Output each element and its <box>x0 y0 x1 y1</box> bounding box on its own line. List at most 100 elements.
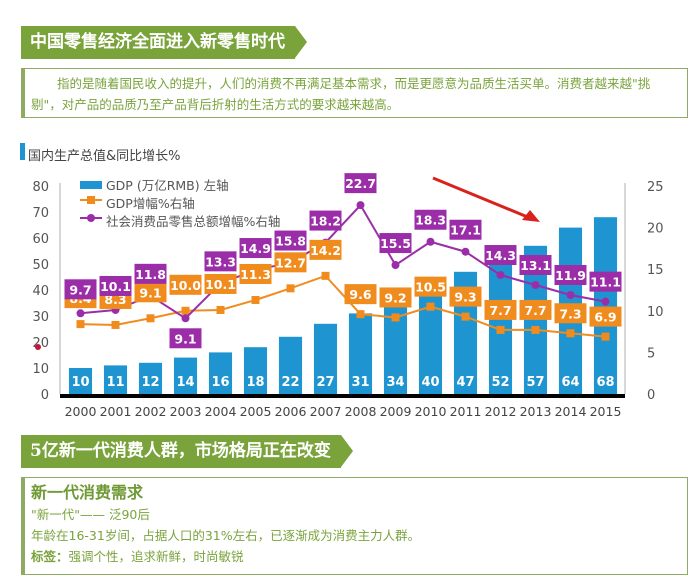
right-axis-tick: 25 <box>647 180 664 195</box>
gdp-bar <box>243 347 268 394</box>
left-axis-tick: 80 <box>32 180 49 195</box>
box-title: 新一代消费需求 <box>31 483 144 502</box>
gdp-bar-label: 12 <box>141 375 159 390</box>
x-axis-tick: 2010 <box>415 404 447 419</box>
x-axis-tick: 2005 <box>240 404 272 419</box>
gdp-bar <box>208 352 233 394</box>
gdp-growth-label-box <box>379 287 412 308</box>
gdp-growth-point <box>251 295 260 304</box>
tag-label: 标签： <box>31 549 69 564</box>
intro-text-box: 指的是随着国民收入的提升，人们的消费不再满足基本需求，而是更愿意为品质生活买单。… <box>21 68 688 118</box>
gdp-growth-point <box>461 312 470 321</box>
right-axis-tick: 20 <box>647 222 664 237</box>
trend-arrow <box>432 176 540 222</box>
gdp-bar <box>103 365 128 394</box>
left-axis-tick: 40 <box>32 284 49 299</box>
gdp-bar-label: 18 <box>246 375 264 390</box>
retail-growth-label: 14.3 <box>485 248 516 263</box>
gdp-bar-label: 68 <box>596 375 614 390</box>
section-banner-new-generation: 5亿新一代消费人群，市场格局正在改变 <box>21 435 353 468</box>
x-axis-tick: 2000 <box>65 404 97 419</box>
x-axis-tick: 2008 <box>345 404 377 419</box>
gdp-growth-label: 10.5 <box>415 280 446 295</box>
retail-growth-label-box <box>134 263 167 284</box>
retail-growth-label: 9.1 <box>174 331 196 346</box>
legend-label: 社会消费品零售总额增幅%右轴 <box>106 214 280 229</box>
retail-growth-label-box <box>64 279 97 300</box>
generation-line: "新一代"—— 泛90后 <box>31 507 150 522</box>
x-axis-tick: 2014 <box>555 404 587 419</box>
gdp-bar-label: 64 <box>561 375 579 390</box>
left-axis-tick: 30 <box>32 310 49 325</box>
retail-growth-point <box>531 281 540 290</box>
gdp-growth-point <box>601 332 610 341</box>
retail-growth-point <box>181 314 190 323</box>
x-axis-tick: 2011 <box>450 404 482 419</box>
section-banner-new-retail: 中国零售经济全面进入新零售时代 <box>21 26 307 59</box>
gdp-growth-label-box <box>344 284 377 305</box>
gdp-growth-label-box <box>484 299 517 320</box>
left-axis-tick: 50 <box>32 258 49 273</box>
x-axis-tick: 2013 <box>520 404 552 419</box>
retail-growth-label: 18.2 <box>310 214 341 229</box>
retail-growth-label-box <box>414 209 447 230</box>
gdp-growth-label-box <box>309 239 342 260</box>
right-axis-tick: 10 <box>647 305 664 320</box>
legend-marker-gdp-growth <box>87 196 95 204</box>
retail-growth-label: 18.3 <box>415 213 446 228</box>
gdp-bar <box>313 323 338 394</box>
retail-growth-line <box>80 203 606 320</box>
gdp-growth-label: 6.9 <box>594 310 616 325</box>
gdp-bar-label: 27 <box>316 375 334 390</box>
gdp-growth-label-box <box>589 306 622 327</box>
retail-growth-label-box <box>449 219 482 240</box>
retail-growth-label: 9.7 <box>69 282 91 297</box>
retail-growth-point <box>566 290 575 299</box>
legend-label: GDP增幅%右轴 <box>106 196 195 211</box>
retail-growth-label: 15.5 <box>380 236 411 251</box>
gdp-growth-label: 7.7 <box>489 303 511 318</box>
gdp-bar <box>138 362 163 394</box>
gdp-growth-point <box>111 320 120 329</box>
retail-growth-label-box <box>169 328 202 349</box>
gdp-growth-label: 9.3 <box>454 290 476 305</box>
gdp-growth-label: 10.0 <box>170 278 201 293</box>
retail-growth-label-box <box>379 233 412 254</box>
new-generation-box: 新一代消费需求 "新一代"—— 泛90后 年龄在16-31岁间，占据人口的31%… <box>21 477 688 575</box>
retail-growth-point <box>76 309 85 318</box>
gdp-growth-point <box>426 302 435 311</box>
retail-growth-label: 11.1 <box>590 275 621 290</box>
gdp-bar-label: 11 <box>106 375 124 390</box>
left-axis-tick: 0 <box>41 388 49 403</box>
gdp-growth-label-box <box>204 273 237 294</box>
retail-growth-point <box>461 247 470 256</box>
gdp-bar-label: 10 <box>71 375 89 390</box>
left-axis-tick: 70 <box>32 206 49 221</box>
retail-growth-label-box <box>344 173 377 194</box>
gdp-bar-label: 34 <box>386 375 404 390</box>
retail-growth-label-box <box>309 210 342 231</box>
gdp-bar-label: 16 <box>211 375 229 390</box>
x-axis-tick: 2012 <box>485 404 517 419</box>
red-dot-mark <box>35 344 41 350</box>
tag-text: 强调个性，追求新鲜，时尚敏锐 <box>68 549 244 564</box>
retail-growth-point <box>426 237 435 246</box>
gdp-growth-label-box <box>414 276 447 297</box>
gdp-bar-label: 14 <box>176 375 194 390</box>
gdp-growth-label: 7.3 <box>559 306 581 321</box>
right-axis-tick: 5 <box>647 346 655 361</box>
retail-growth-label: 22.7 <box>345 176 376 191</box>
gdp-bar-label: 31 <box>351 375 369 390</box>
gdp-growth-line <box>80 274 606 338</box>
retail-growth-label-box <box>239 238 272 259</box>
left-axis-tick: 20 <box>32 336 49 351</box>
banner-title: 5亿新一代消费人群，市场格局正在改变 <box>30 441 331 461</box>
gdp-growth-label: 12.7 <box>275 255 306 270</box>
gdp-growth-label: 7.7 <box>524 303 546 318</box>
retail-growth-label-box <box>589 271 622 292</box>
retail-growth-label-box <box>484 245 517 266</box>
chart-heading: 国内生产总值&同比增长% <box>28 149 181 164</box>
retail-growth-label-box <box>204 251 237 272</box>
gdp-growth-point <box>356 310 365 319</box>
